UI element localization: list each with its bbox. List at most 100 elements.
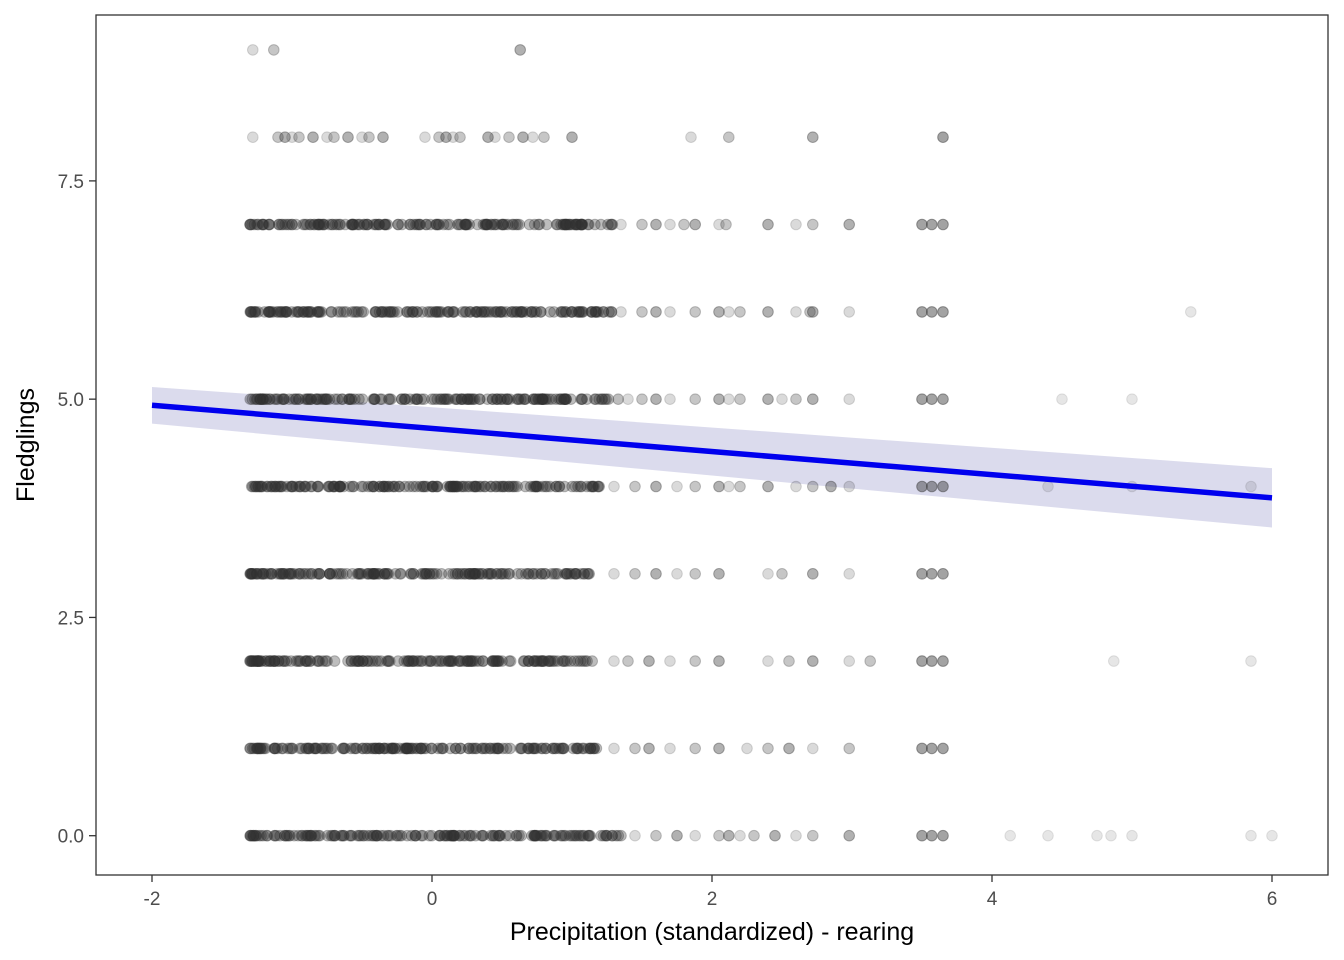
y-tick-label: 5.0 bbox=[58, 390, 84, 411]
data-point bbox=[316, 655, 329, 667]
data-point bbox=[571, 742, 584, 755]
data-point bbox=[565, 393, 577, 406]
data-point bbox=[325, 742, 338, 755]
data-point bbox=[608, 568, 620, 580]
data-point bbox=[415, 568, 428, 580]
data-point bbox=[370, 829, 383, 842]
data-point bbox=[372, 568, 384, 580]
data-point bbox=[502, 568, 515, 580]
data-point bbox=[254, 393, 267, 406]
data-point bbox=[407, 568, 420, 580]
data-point bbox=[560, 218, 573, 231]
data-point bbox=[477, 655, 490, 667]
data-point bbox=[411, 393, 423, 406]
data-point bbox=[514, 306, 527, 318]
data-point bbox=[257, 393, 270, 406]
data-point bbox=[286, 306, 298, 318]
data-point bbox=[734, 480, 746, 493]
data-point bbox=[367, 568, 380, 580]
data-point bbox=[564, 218, 576, 231]
data-point bbox=[430, 568, 443, 580]
data-point bbox=[547, 655, 559, 667]
data-point bbox=[762, 742, 774, 755]
data-point bbox=[353, 568, 366, 580]
data-point bbox=[250, 829, 263, 842]
data-point bbox=[593, 480, 606, 493]
data-point bbox=[586, 655, 599, 667]
data-point bbox=[373, 742, 385, 755]
data-point bbox=[547, 742, 559, 755]
data-point bbox=[456, 568, 469, 580]
data-point bbox=[489, 131, 501, 143]
data-point bbox=[599, 829, 612, 842]
data-point bbox=[447, 306, 460, 318]
data-point bbox=[321, 131, 333, 143]
data-point bbox=[323, 568, 336, 580]
data-point bbox=[361, 218, 373, 231]
data-point bbox=[431, 480, 443, 493]
data-point bbox=[456, 306, 469, 318]
data-point bbox=[299, 742, 312, 755]
data-point bbox=[401, 655, 413, 667]
x-axis-title: Precipitation (standardized) - rearing bbox=[510, 918, 914, 946]
data-point bbox=[381, 655, 393, 667]
data-point bbox=[464, 655, 476, 667]
data-point bbox=[734, 829, 746, 842]
data-point bbox=[560, 306, 572, 318]
data-point bbox=[370, 218, 383, 231]
data-point bbox=[288, 568, 301, 580]
data-point bbox=[249, 306, 262, 318]
data-point bbox=[426, 480, 439, 493]
data-point bbox=[597, 829, 610, 842]
data-point bbox=[291, 306, 304, 318]
data-point bbox=[450, 393, 463, 406]
data-point bbox=[433, 829, 446, 842]
data-point bbox=[312, 218, 325, 231]
data-point bbox=[378, 568, 391, 580]
data-point bbox=[313, 568, 326, 580]
data-point bbox=[581, 480, 593, 493]
data-point bbox=[358, 218, 370, 231]
data-point bbox=[379, 306, 392, 318]
data-point bbox=[298, 306, 311, 318]
data-point bbox=[564, 655, 577, 667]
data-point bbox=[276, 218, 289, 231]
data-point bbox=[412, 655, 425, 667]
data-point bbox=[337, 829, 350, 842]
data-point bbox=[447, 480, 459, 493]
data-point bbox=[503, 480, 516, 493]
data-point bbox=[433, 218, 445, 231]
data-point bbox=[388, 480, 401, 493]
data-point bbox=[388, 480, 401, 493]
data-point bbox=[447, 480, 459, 493]
data-point bbox=[285, 480, 297, 493]
y-tick-label: 7.5 bbox=[58, 172, 84, 193]
data-point bbox=[605, 218, 617, 231]
data-point bbox=[401, 829, 414, 842]
data-point bbox=[313, 568, 325, 580]
data-point bbox=[290, 218, 302, 231]
data-point bbox=[524, 480, 537, 493]
data-point bbox=[314, 218, 326, 231]
data-point bbox=[1091, 829, 1103, 842]
data-point bbox=[441, 218, 454, 231]
data-point bbox=[420, 480, 433, 493]
data-point bbox=[275, 568, 288, 580]
data-point bbox=[454, 655, 466, 667]
data-point bbox=[278, 306, 291, 318]
data-point bbox=[937, 568, 949, 580]
data-point bbox=[557, 742, 569, 755]
data-point bbox=[253, 742, 266, 755]
data-point bbox=[273, 568, 286, 580]
data-point bbox=[435, 568, 448, 580]
data-point bbox=[404, 218, 416, 231]
data-point bbox=[308, 218, 321, 231]
data-point bbox=[723, 393, 735, 406]
data-point bbox=[246, 655, 259, 667]
data-point bbox=[790, 393, 802, 406]
data-point bbox=[340, 568, 353, 580]
data-point bbox=[339, 742, 351, 755]
data-point bbox=[500, 306, 513, 318]
data-point bbox=[478, 306, 491, 318]
data-point bbox=[385, 306, 397, 318]
